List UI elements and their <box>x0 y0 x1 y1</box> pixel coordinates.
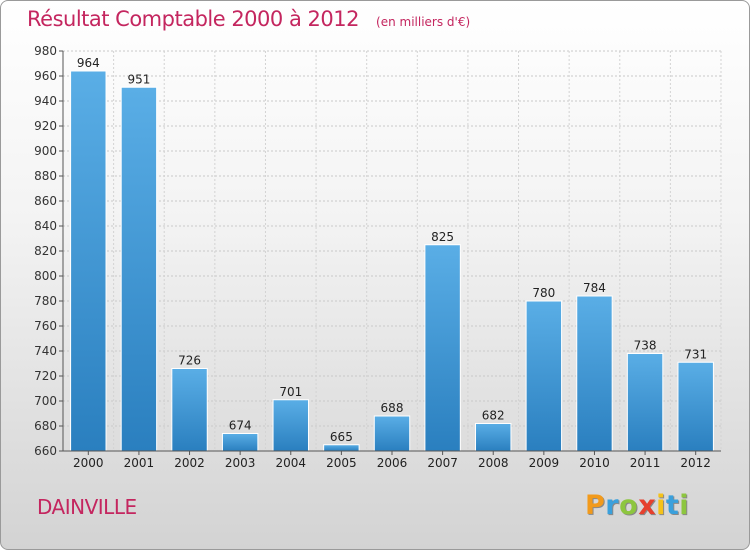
bars <box>70 70 714 452</box>
bar <box>221 433 259 452</box>
title-row: Résultat Comptable 2000 à 2012 (en milli… <box>27 7 470 31</box>
y-tick-label: 920 <box>34 119 57 133</box>
logo-letter: i <box>679 490 690 521</box>
bar <box>424 244 461 452</box>
x-tick-label: 2012 <box>680 456 711 470</box>
logo-letter: i <box>656 490 666 521</box>
bar <box>475 423 512 452</box>
bar-value-label: 674 <box>229 419 252 433</box>
bar-value-label: 964 <box>77 56 100 70</box>
bar-value-label: 665 <box>330 430 353 444</box>
city-name: DAINVILLE <box>37 495 137 519</box>
y-tick-label: 680 <box>34 419 57 433</box>
x-tick-label: 2008 <box>478 456 509 470</box>
x-tick-label: 2005 <box>326 456 357 470</box>
x-tick-label: 2007 <box>427 456 458 470</box>
logo-letter: x <box>638 490 657 521</box>
bar <box>323 444 360 452</box>
bar <box>120 86 158 452</box>
x-tick-label: 2010 <box>579 456 610 470</box>
bar-value-label: 731 <box>684 347 707 361</box>
x-tick-label: 2011 <box>630 456 661 470</box>
proxiti-logo: Proxiti <box>585 490 689 521</box>
bar-value-label: 780 <box>532 286 555 300</box>
bar-value-label: 738 <box>634 339 657 353</box>
bar <box>272 399 309 452</box>
x-tick-label: 2009 <box>529 456 560 470</box>
y-tick-label: 940 <box>34 94 57 108</box>
logo-letter: r <box>605 490 620 521</box>
chart-title: Résultat Comptable 2000 à 2012 <box>27 7 359 31</box>
bar-value-label: 726 <box>178 354 201 368</box>
chart-unit: (en milliers d'€) <box>376 15 471 29</box>
bar-value-label: 701 <box>279 385 302 399</box>
bar-value-label: 688 <box>381 401 404 415</box>
bar-value-label: 682 <box>482 409 505 423</box>
grid-lines <box>62 50 722 452</box>
x-tick-label: 2002 <box>174 456 205 470</box>
bar-value-label: 951 <box>127 72 150 86</box>
x-tick-label: 2006 <box>377 456 408 470</box>
axes <box>59 50 721 455</box>
bar <box>525 300 563 452</box>
bar-value-label: 825 <box>431 230 454 244</box>
bar <box>576 295 613 452</box>
x-tick-label: 2003 <box>225 456 256 470</box>
y-tick-label: 980 <box>34 44 57 58</box>
x-tick-label: 2001 <box>124 456 155 470</box>
bar <box>70 70 107 452</box>
y-tick-label: 700 <box>34 394 57 408</box>
y-tick-label: 840 <box>34 219 57 233</box>
logo-letter: o <box>619 490 639 521</box>
bar-value-label: 784 <box>583 281 606 295</box>
y-tick-label: 760 <box>34 319 57 333</box>
logo-letter: P <box>585 490 606 521</box>
logo-letter: t <box>665 490 680 521</box>
y-tick-label: 820 <box>34 244 57 258</box>
bar <box>677 361 714 452</box>
y-tick-label: 800 <box>34 269 57 283</box>
x-tick-label: 2000 <box>73 456 104 470</box>
y-tick-label: 740 <box>34 344 57 358</box>
x-tick-label: 2004 <box>275 456 306 470</box>
y-tick-label: 720 <box>34 369 57 383</box>
y-tick-label: 860 <box>34 194 57 208</box>
y-tick-label: 960 <box>34 69 57 83</box>
labels: 660 680 700 720 740 760 780 800 820 840 860 880 900 9… <box>34 44 711 470</box>
bar <box>626 353 664 452</box>
y-tick-label: 660 <box>34 444 57 458</box>
y-tick-label: 780 <box>34 294 57 308</box>
y-tick-label: 900 <box>34 144 57 158</box>
bar <box>171 368 208 452</box>
bar <box>373 415 411 452</box>
y-tick-label: 880 <box>34 169 57 183</box>
